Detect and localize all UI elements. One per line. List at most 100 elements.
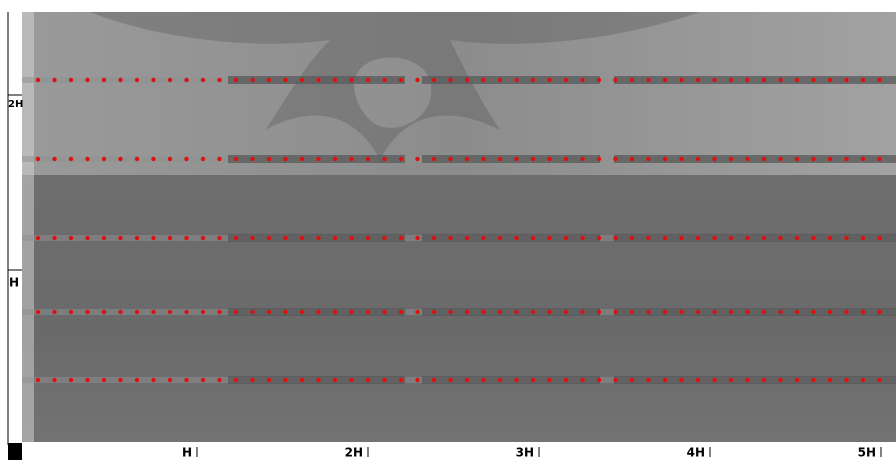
marker-dot — [481, 78, 485, 82]
corner-block — [8, 443, 22, 460]
marker-dot — [69, 78, 73, 82]
marker-dot — [366, 78, 370, 82]
marker-dot — [316, 78, 320, 82]
marker-dot — [547, 78, 551, 82]
bottom-label: 2H — [345, 446, 363, 460]
marker-dot — [580, 78, 584, 82]
marker-dot — [399, 378, 403, 382]
marker-dot — [36, 78, 40, 82]
bottom-label: 4H — [687, 446, 705, 460]
marker-dot — [514, 157, 518, 161]
marker-dot — [646, 378, 650, 382]
marker-dot — [597, 157, 601, 161]
marker-dot — [498, 157, 502, 161]
marker-dot — [762, 236, 766, 240]
marker-dot — [679, 310, 683, 314]
marker-dot — [283, 78, 287, 82]
marker-dot — [448, 378, 452, 382]
marker-dot — [52, 236, 56, 240]
marker-dot — [316, 236, 320, 240]
marker-dot — [811, 157, 815, 161]
marker-dot — [217, 78, 221, 82]
marker-dot — [382, 78, 386, 82]
marker-dot — [795, 157, 799, 161]
marker-dot — [745, 157, 749, 161]
marker-dot — [547, 157, 551, 161]
marker-dot — [613, 310, 617, 314]
bottom-label: 3H — [516, 446, 534, 460]
marker-dot — [844, 378, 848, 382]
marker-dot — [201, 236, 205, 240]
marker-dot — [151, 310, 155, 314]
marker-dot — [597, 310, 601, 314]
row-bar — [614, 376, 896, 384]
marker-dot — [481, 310, 485, 314]
marker-dot — [36, 236, 40, 240]
marker-dot — [531, 236, 535, 240]
marker-dot — [465, 310, 469, 314]
marker-dot — [613, 236, 617, 240]
marker-dot — [564, 78, 568, 82]
marker-dot — [580, 236, 584, 240]
marker-dot — [69, 236, 73, 240]
row-bar — [614, 155, 896, 163]
marker-dot — [399, 78, 403, 82]
marker-dot — [283, 378, 287, 382]
marker-dot — [531, 78, 535, 82]
marker-dot — [531, 378, 535, 382]
marker-dot — [267, 236, 271, 240]
marker-dot — [663, 378, 667, 382]
marker-dot — [118, 378, 122, 382]
marker-dot — [844, 157, 848, 161]
marker-dot — [118, 157, 122, 161]
marker-dot — [52, 378, 56, 382]
marker-dot — [564, 378, 568, 382]
marker-dot — [168, 157, 172, 161]
marker-dot — [712, 78, 716, 82]
bottom-label: 5H — [858, 446, 876, 460]
marker-dot — [795, 78, 799, 82]
marker-dot — [234, 78, 238, 82]
marker-dot — [646, 236, 650, 240]
marker-dot — [514, 378, 518, 382]
marker-dot — [531, 157, 535, 161]
marker-dot — [795, 310, 799, 314]
marker-dot — [564, 157, 568, 161]
marker-dot — [498, 378, 502, 382]
marker-dot — [135, 378, 139, 382]
marker-dot — [184, 236, 188, 240]
marker-dot — [267, 78, 271, 82]
marker-dot — [679, 157, 683, 161]
marker-dot — [448, 310, 452, 314]
marker-dot — [828, 157, 832, 161]
marker-dot — [250, 310, 254, 314]
image-viewer: 2H H H2H3H4H5H — [0, 0, 896, 460]
marker-dot — [36, 157, 40, 161]
marker-dot — [481, 157, 485, 161]
marker-dot — [217, 310, 221, 314]
marker-dot — [184, 157, 188, 161]
marker-dot — [861, 310, 865, 314]
marker-dot — [102, 310, 106, 314]
marker-dot — [729, 310, 733, 314]
marker-dot — [679, 378, 683, 382]
marker-dot — [613, 378, 617, 382]
marker-dot — [547, 378, 551, 382]
marker-dot — [877, 236, 881, 240]
marker-dot — [844, 310, 848, 314]
marker-dot — [745, 236, 749, 240]
marker-dot — [201, 310, 205, 314]
marker-dot — [811, 310, 815, 314]
marker-dot — [762, 378, 766, 382]
marker-dot — [349, 236, 353, 240]
marker-dot — [531, 310, 535, 314]
marker-dot — [432, 310, 436, 314]
marker-dot — [151, 78, 155, 82]
marker-dot — [349, 157, 353, 161]
marker-dot — [861, 378, 865, 382]
marker-dot — [382, 157, 386, 161]
marker-dot — [217, 378, 221, 382]
marker-dot — [52, 157, 56, 161]
marker-dot — [663, 157, 667, 161]
marker-dot — [696, 236, 700, 240]
